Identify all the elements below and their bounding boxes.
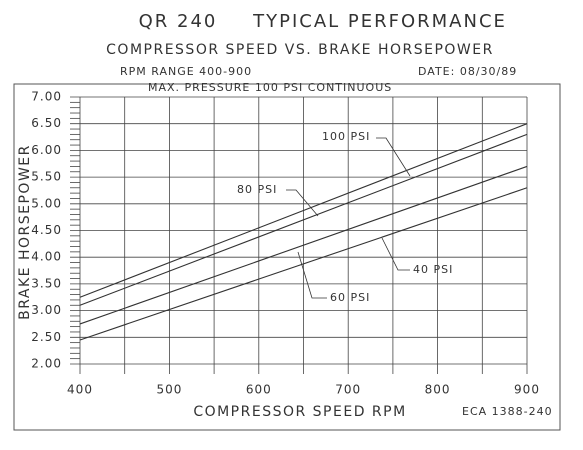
chart-title-right: TYPICAL PERFORMANCE	[252, 11, 507, 32]
leader	[376, 137, 411, 177]
leader	[286, 189, 319, 217]
series-label: 40 PSI	[413, 263, 453, 276]
y-tick-label: 5.50	[31, 170, 62, 184]
leader	[297, 251, 327, 299]
rpm-note: RPM RANGE 400-900	[120, 65, 252, 78]
series-label: 100 PSI	[322, 130, 370, 143]
series-line	[79, 133, 528, 306]
y-tick-label: 3.50	[31, 276, 62, 290]
y-tick-label: 2.50	[31, 330, 62, 344]
leaders	[286, 137, 411, 299]
subtitle: COMPRESSOR SPEED VS. BRAKE HORSEPOWER	[106, 42, 494, 58]
y-tick-label: 6.50	[31, 116, 62, 130]
series-line	[79, 123, 528, 298]
y-tick-label: 4.50	[31, 223, 62, 237]
x-tick-label: 700	[335, 383, 361, 397]
drawing-number: ECA 1388-240	[462, 405, 553, 418]
x-axis-label: COMPRESSOR SPEED RPM	[193, 404, 406, 420]
series-line	[79, 187, 528, 341]
y-tick-label: 7.00	[31, 90, 62, 104]
series-label: 80 PSI	[237, 183, 277, 196]
pressure-note: MAX. PRESSURE 100 PSI CONTINUOUS	[148, 81, 392, 94]
y-tick-label: 2.00	[31, 357, 62, 371]
x-tick-label: 600	[246, 383, 272, 397]
x-tick-label: 400	[67, 383, 93, 397]
chart-title: QR 240	[139, 11, 218, 32]
series-label: 60 PSI	[330, 291, 370, 304]
y-tick-label: 5.00	[31, 196, 62, 210]
y-tick-label: 4.00	[31, 250, 62, 264]
date-note: DATE: 08/30/89	[418, 65, 517, 78]
y-tick-label: 3.00	[31, 303, 62, 317]
x-tick-label: 800	[425, 383, 451, 397]
x-tick-label: 500	[156, 383, 182, 397]
leader	[381, 237, 410, 271]
y-axis-label: BRAKE HORSEPOWER	[17, 144, 33, 320]
y-tick-label: 6.00	[31, 143, 62, 157]
series-line	[79, 165, 528, 325]
frame	[13, 83, 561, 431]
x-tick-label: 900	[514, 383, 540, 397]
